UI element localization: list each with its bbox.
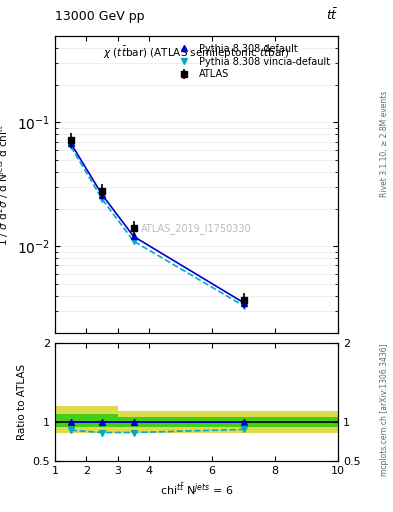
Line: Pythia 8.308 default: Pythia 8.308 default [67,140,247,306]
X-axis label: chi$^{t\bar{t}}$ N$^{jets}$ = 6: chi$^{t\bar{t}}$ N$^{jets}$ = 6 [160,481,233,497]
Pythia 8.308 vincia-default [241,303,246,309]
Text: $t\bar{t}$: $t\bar{t}$ [326,8,338,23]
Y-axis label: Ratio to ATLAS: Ratio to ATLAS [17,364,27,440]
Text: mcplots.cern.ch [arXiv:1306.3436]: mcplots.cern.ch [arXiv:1306.3436] [380,343,389,476]
Y-axis label: 1 / $\sigma$ d$^2\sigma$ / d N$^{jets}$ d chi$^{t\bar{t}}$: 1 / $\sigma$ d$^2\sigma$ / d N$^{jets}$ … [0,123,11,246]
Legend: Pythia 8.308 default, Pythia 8.308 vincia-default, ATLAS: Pythia 8.308 default, Pythia 8.308 vinci… [172,40,333,82]
Text: $\chi$ ($t\bar{t}$bar) (ATLAS semileptonic $t\bar{t}$bar): $\chi$ ($t\bar{t}$bar) (ATLAS semilepton… [103,45,290,61]
Pythia 8.308 default [68,140,73,146]
Pythia 8.308 vincia-default [68,143,73,150]
Pythia 8.308 default [131,233,136,240]
Pythia 8.308 default [100,192,105,198]
Text: Rivet 3.1.10, ≥ 2.8M events: Rivet 3.1.10, ≥ 2.8M events [380,90,389,197]
Text: ATLAS_2019_I1750330: ATLAS_2019_I1750330 [141,223,252,234]
Line: Pythia 8.308 vincia-default: Pythia 8.308 vincia-default [67,143,247,309]
Pythia 8.308 vincia-default [131,238,136,244]
Text: 13000 GeV pp: 13000 GeV pp [55,10,145,23]
Pythia 8.308 default [241,300,246,306]
Pythia 8.308 vincia-default [100,196,105,202]
